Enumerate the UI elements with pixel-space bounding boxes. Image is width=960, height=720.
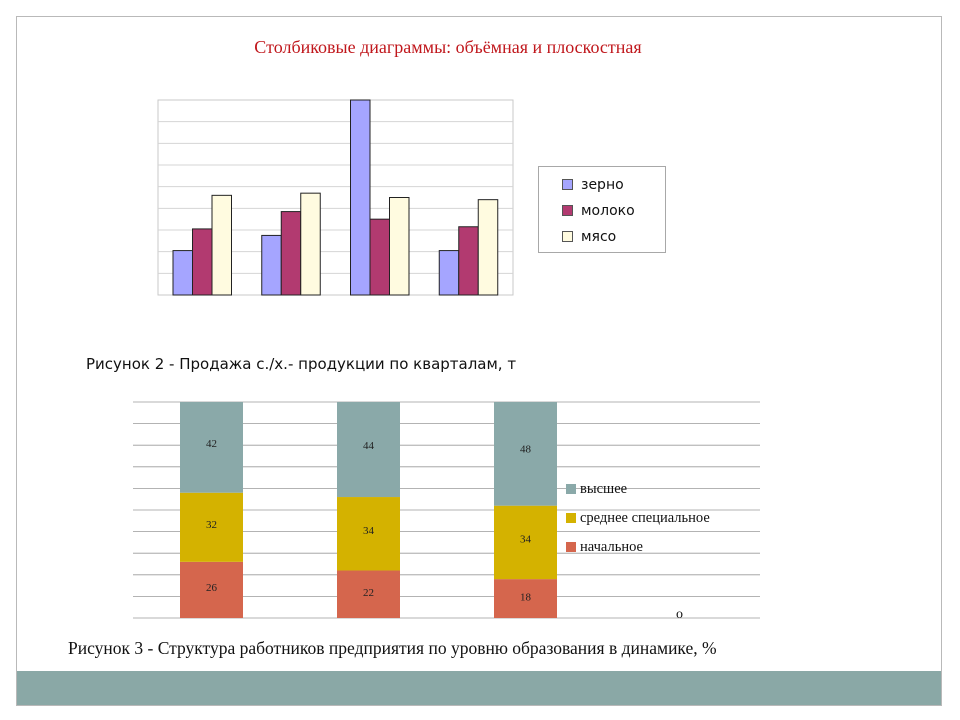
sales-bar [280, 211, 302, 296]
legend-swatch-secondary [566, 513, 576, 523]
education-data-label: 44 [363, 440, 375, 452]
sales-bar [458, 226, 479, 296]
legend-item-primary: начальное [566, 536, 766, 565]
sales-bar-chart [157, 99, 514, 296]
education-bar-segment [337, 570, 400, 618]
sales-bar [389, 197, 410, 296]
legend-label-grain: зерно [581, 177, 624, 193]
legend-label-milk: молоко [581, 203, 635, 219]
sales-plot-area [157, 99, 514, 296]
education-bar-segment [337, 402, 400, 498]
sales-bar [192, 228, 213, 296]
education-stacked-chart: 26 32 42 22 34 44 18 34 48 [133, 401, 760, 619]
education-data-label: 22 [363, 587, 374, 599]
education-data-label: 32 [206, 519, 217, 531]
footer-band [17, 671, 941, 705]
legend-label-higher: высшее [580, 481, 628, 497]
stray-mark: о [676, 607, 683, 622]
education-bar-segment [494, 505, 557, 580]
legend-swatch-grain [562, 179, 573, 190]
education-bar-segment [337, 497, 400, 571]
sales-bar [477, 199, 499, 296]
education-bar-segment [494, 402, 557, 506]
legend-item-secondary: среднее специальное [566, 507, 766, 536]
legend-swatch-milk [562, 205, 573, 216]
legend-item-milk: молоко [562, 200, 665, 226]
education-bar-segment [180, 561, 243, 618]
legend-item-higher: высшее [566, 478, 766, 507]
education-legend: высшее среднее специальное начальное [566, 478, 766, 566]
legend-swatch-primary [566, 542, 576, 552]
education-data-label: 34 [520, 534, 532, 546]
sales-bar [369, 218, 390, 296]
legend-swatch-higher [566, 484, 576, 494]
sales-bar [350, 99, 371, 296]
figure-2-caption: Рисунок 2 - Продажа с./х.- продукции по … [86, 355, 517, 373]
legend-label-secondary: среднее специальное [580, 510, 710, 526]
education-bar-segment [180, 492, 243, 562]
sales-bar [211, 194, 232, 296]
legend-item-grain: зерно [562, 174, 665, 200]
education-bar-segment [180, 402, 243, 493]
legend-label-meat: мясо [581, 229, 617, 245]
sales-bar [172, 250, 193, 296]
legend-swatch-meat [562, 231, 573, 242]
education-plot-area: 26 32 42 22 34 44 18 34 48 [133, 401, 760, 619]
sales-bar [438, 250, 460, 296]
sales-bar [300, 192, 321, 296]
sales-bar [261, 234, 282, 296]
education-data-label: 26 [206, 582, 218, 594]
legend-item-meat: мясо [562, 226, 665, 252]
sales-legend: зерно молоко мясо [538, 166, 666, 253]
education-data-label: 42 [206, 438, 217, 450]
education-data-label: 18 [520, 592, 532, 604]
education-data-label: 34 [363, 525, 375, 537]
education-bar-segment [494, 579, 557, 618]
legend-label-primary: начальное [580, 539, 643, 555]
figure-3-caption: Рисунок 3 - Структура работников предпри… [68, 638, 717, 658]
slide-title: Столбиковые диаграммы: объёмная и плоско… [254, 37, 642, 57]
education-data-label: 48 [520, 444, 532, 456]
